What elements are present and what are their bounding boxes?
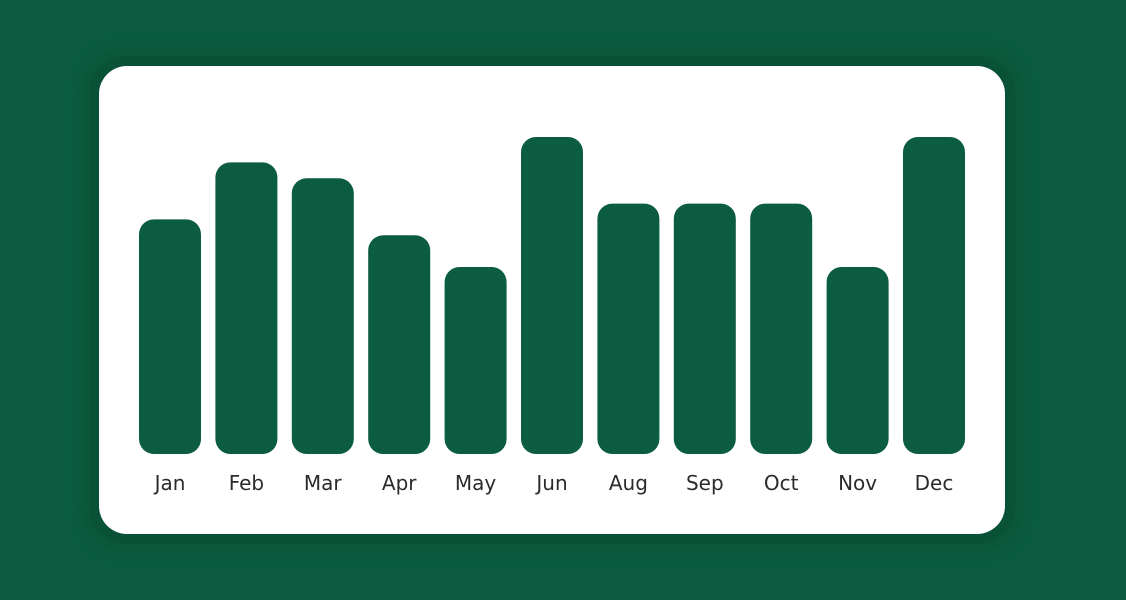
- bar-dec: [903, 137, 965, 454]
- bar-oct: [750, 203, 813, 454]
- bar-jun: [521, 137, 583, 454]
- x-tick-label-nov: Nov: [838, 471, 877, 495]
- x-tick-label-jun: Jun: [534, 471, 567, 495]
- bars-group: [139, 137, 965, 454]
- bar-feb: [215, 162, 278, 454]
- x-axis-labels: Jan Feb Mar Apr May Jun Aug Sep Oct Nov Dec: [153, 471, 954, 495]
- bar-aug: [597, 203, 660, 454]
- x-tick-label-mar: Mar: [304, 471, 343, 495]
- x-tick-label-aug: Aug: [609, 471, 648, 495]
- x-tick-label-may: May: [455, 471, 497, 495]
- x-tick-label-oct: Oct: [764, 471, 799, 495]
- x-tick-label-jan: Jan: [153, 471, 186, 495]
- x-tick-label-dec: Dec: [915, 471, 954, 495]
- x-tick-label-sep: Sep: [686, 471, 724, 495]
- bar-sep: [673, 203, 736, 454]
- bar-jan: [139, 219, 201, 454]
- x-tick-label-apr: Apr: [382, 471, 417, 495]
- chart-card: Jan Feb Mar Apr May Jun Aug Sep Oct Nov Dec: [99, 66, 1005, 534]
- bar-may: [444, 267, 507, 454]
- bar-chart: Jan Feb Mar Apr May Jun Aug Sep Oct Nov Dec: [139, 137, 965, 495]
- bar-apr: [368, 235, 431, 454]
- x-tick-label-feb: Feb: [229, 471, 264, 495]
- bar-nov: [826, 267, 889, 454]
- bar-mar: [291, 178, 354, 454]
